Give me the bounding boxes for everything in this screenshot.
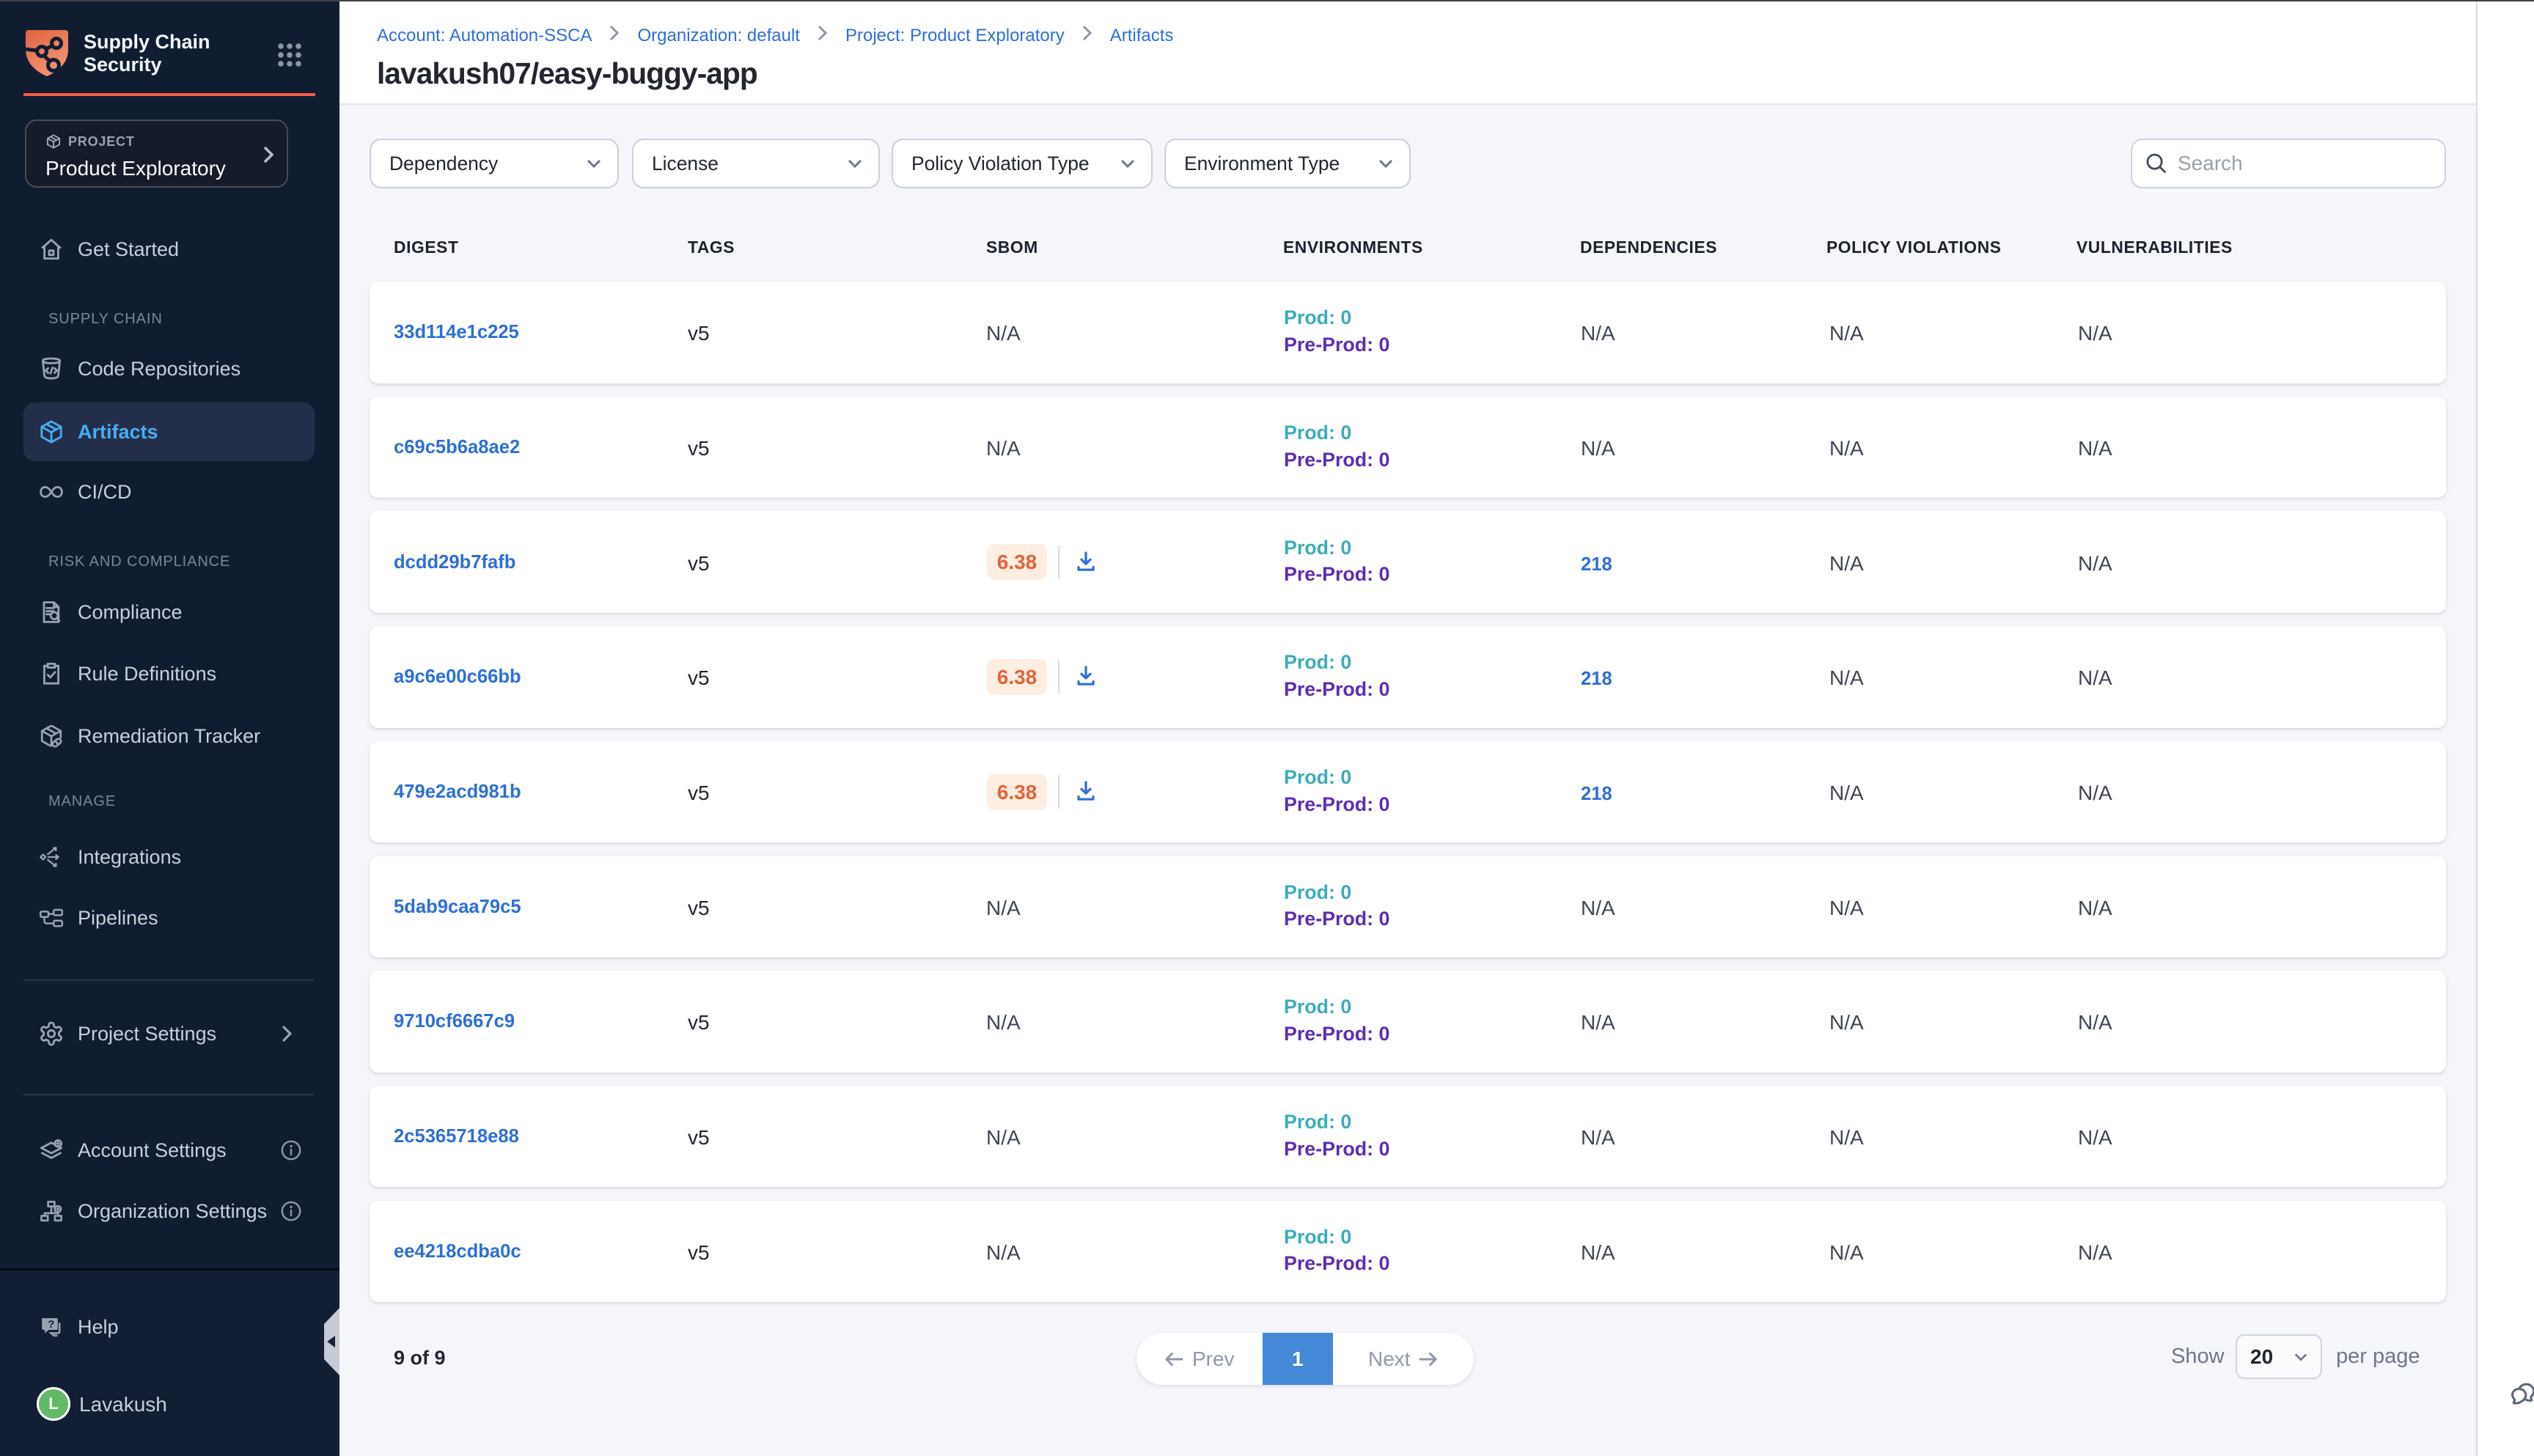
svg-text:?: ? (48, 1318, 54, 1331)
